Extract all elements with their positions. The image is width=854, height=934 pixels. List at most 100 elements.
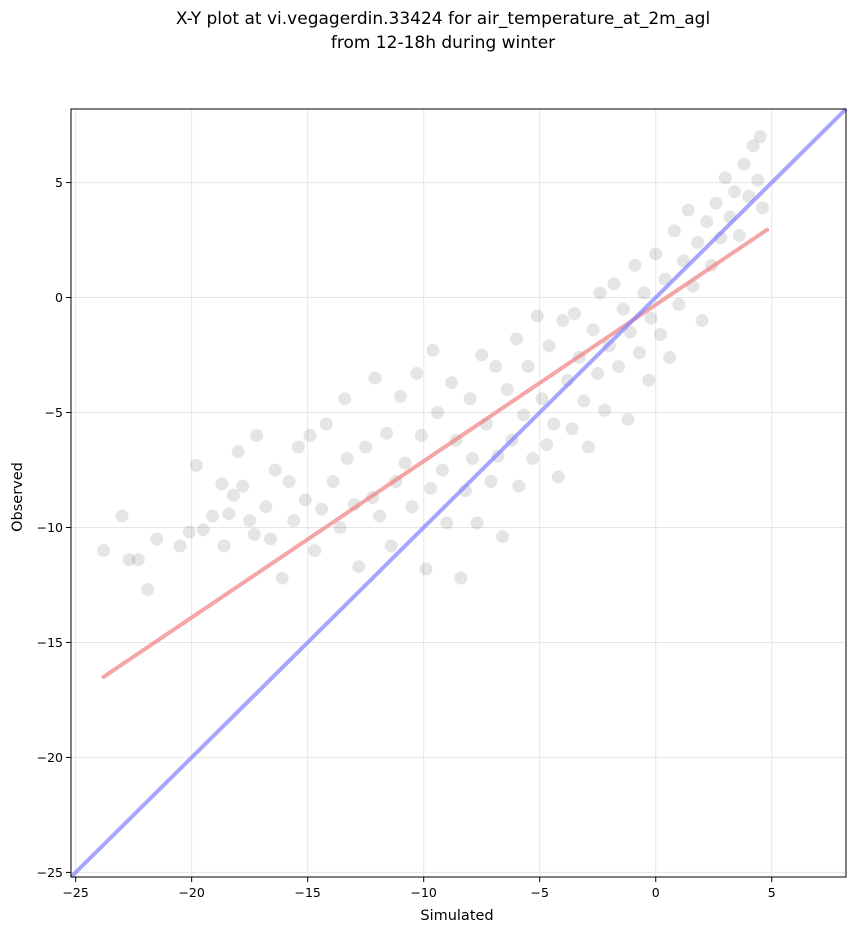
scatter-point [236,479,250,493]
x-tick-label: −10 [410,885,436,900]
scatter-point [454,571,468,585]
x-tick-label: −25 [62,885,88,900]
scatter-point [215,477,229,491]
scatter-point [393,389,407,403]
scatter-point [540,438,554,452]
scatter-point [196,523,210,537]
x-tick-label: −20 [178,885,204,900]
scatter-point [642,373,656,387]
scatter-point [510,332,524,346]
scatter-point [621,412,635,426]
scatter-point [435,463,449,477]
scatter-point [226,488,240,502]
scatter-point [440,516,454,530]
scatter-point [521,360,535,374]
y-tick-label: −10 [37,520,63,535]
x-tick-label: 5 [768,885,776,900]
scatter-point [352,560,366,574]
scatter-point [581,440,595,454]
scatter-point [217,539,231,553]
scatter-point [338,392,352,406]
scatter-point [405,500,419,514]
scatter-point [419,562,433,576]
scatter-point [586,323,600,337]
scatter-point [96,543,110,557]
scatter-point [565,422,579,436]
x-tick-label: 0 [652,885,660,900]
x-axis-ticks: −25 −20 −15 −10 −5 0 5 [62,877,776,900]
scatter-point [359,440,373,454]
scatter-point [326,475,340,489]
scatter-point [275,571,289,585]
scatter-point [700,215,714,229]
scatter-point [231,445,245,459]
scatter-point [465,452,479,466]
scatter-point [222,507,236,521]
scatter-point [535,392,549,406]
gridlines [71,109,846,877]
scatter-point [663,350,677,364]
scatter-point [551,470,565,484]
regression-line [101,227,770,679]
y-tick-label: 0 [55,290,63,305]
scatter-point [530,309,544,323]
scatter-point [243,514,257,528]
scatter-point [649,247,663,261]
scatter-point [206,509,220,523]
scatter-point [333,520,347,534]
scatter-point [672,297,686,311]
scatter-point [445,376,459,390]
scatter-point [695,314,709,328]
scatter-point [526,452,540,466]
scatter-point [298,493,312,507]
scatter-point [484,475,498,489]
scatter-point [755,201,769,215]
scatter-point [751,173,765,187]
scatter-point [632,346,646,360]
scatter-point [637,286,651,300]
scatter-point [732,228,746,242]
y-tick-label: −15 [37,635,63,650]
scatter-point [556,314,570,328]
scatter-point [303,429,317,443]
scatter-point [593,286,607,300]
scatter-point [368,371,382,385]
scatter-point [308,543,322,557]
y-tick-label: −20 [37,750,63,765]
scatter-point [667,224,681,238]
scatter-point [410,366,424,380]
scatter-point [373,509,387,523]
scatter-point [644,311,658,325]
scatter-point [475,348,489,362]
scatter-point [384,539,398,553]
scatter-point [753,130,767,144]
scatter-point [131,553,145,567]
scatter-point [542,339,556,353]
scatter-point [516,408,530,422]
scatter-point [746,139,760,153]
scatter-point [577,394,591,408]
scatter-point [250,429,264,443]
scatter-points [96,130,769,597]
scatter-point [398,456,412,470]
scatter-point [431,406,445,420]
plot-area-frame [70,108,847,878]
y-tick-label: 5 [55,175,63,190]
scatter-point [489,360,503,374]
scatter-point [122,553,136,567]
scatter-point [264,532,278,546]
scatter-point [470,516,484,530]
scatter-point [315,502,329,516]
scatter-point [287,514,301,528]
reference-lines [69,107,848,879]
scatter-point [268,463,282,477]
scatter-point [612,360,626,374]
scatter-point [414,429,428,443]
scatter-point [681,203,695,217]
scatter-point [616,302,630,316]
scatter-point [718,171,732,185]
scatter-point [150,532,164,546]
y-axis-label: Observed [10,462,26,532]
scatter-point [189,458,203,472]
